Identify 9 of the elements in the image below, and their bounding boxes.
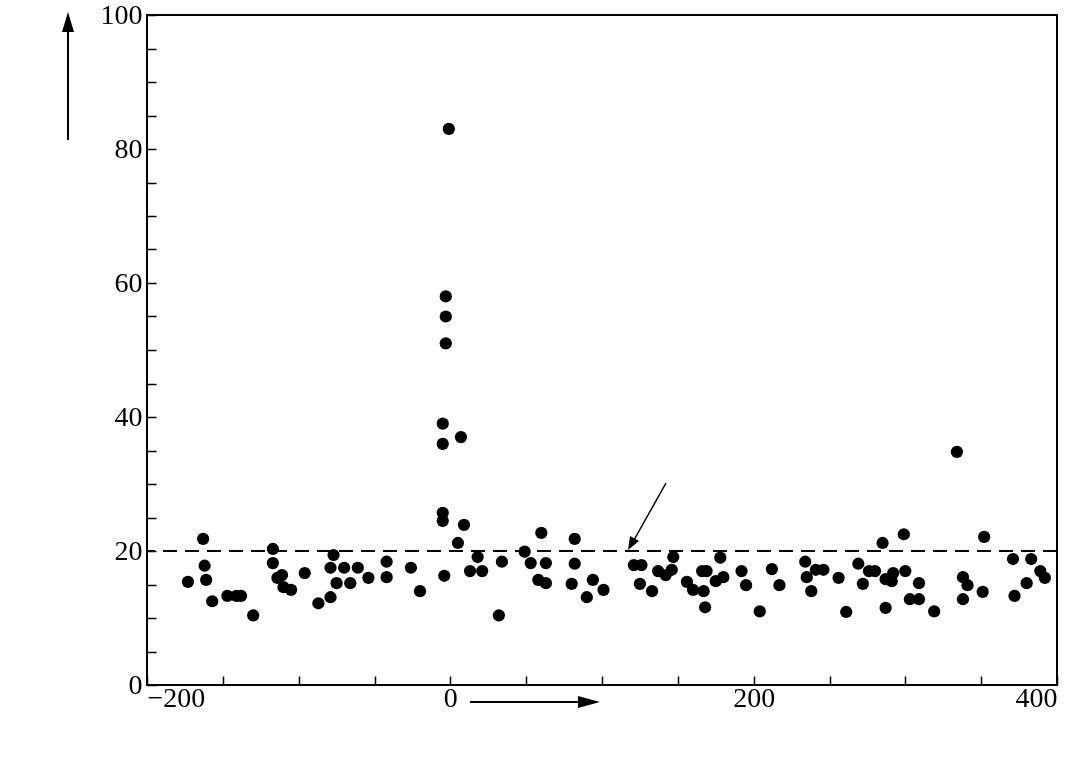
y-tick-label: 60	[114, 266, 143, 298]
x-tick-label: 0	[443, 681, 458, 713]
y-tick-label: 40	[114, 400, 143, 432]
x-tick-label: 200	[733, 681, 776, 713]
y-tick-label: 80	[114, 132, 143, 164]
y-tick-label: 100	[100, 0, 143, 30]
x-tick-label: −200	[147, 681, 206, 713]
x-tick-label: 400	[1015, 681, 1058, 713]
y-tick-label: 20	[114, 534, 143, 566]
